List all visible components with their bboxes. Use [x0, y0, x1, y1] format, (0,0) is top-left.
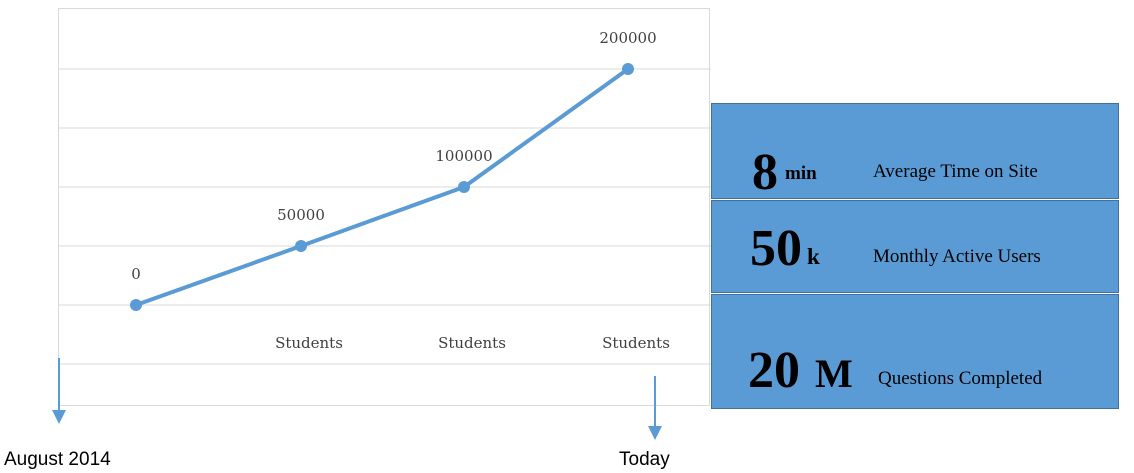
stats-panel: 8 min Average Time on Site 50 k Monthly … — [711, 103, 1119, 409]
data-point — [295, 240, 307, 252]
stat-unit: k — [807, 244, 820, 269]
stat-questions-completed: 20 M Questions Completed — [711, 294, 1119, 409]
start-arrow-head — [52, 410, 66, 424]
stat-value: 50 — [750, 220, 802, 277]
chart-svg: 0 50000 100000 200000 Students Students Studen… — [59, 29, 711, 365]
data-label: 50000 — [277, 206, 325, 224]
x-tick-label: Students — [275, 334, 343, 352]
stat-description: Questions Completed — [878, 368, 1043, 389]
series-line — [134, 67, 630, 307]
line-chart: 0 50000 100000 200000 Students Students Studen… — [58, 8, 711, 406]
timeline-end-label: Today — [619, 449, 670, 470]
end-arrow-head — [648, 426, 662, 440]
stat-unit: M — [815, 351, 853, 396]
timeline-start-label: August 2014 — [4, 449, 111, 470]
stat-value: 8 — [752, 144, 778, 201]
x-tick-label: Students — [438, 334, 506, 352]
stat-active-users: 50 k Monthly Active Users — [711, 200, 1119, 293]
data-point — [130, 299, 142, 311]
stat-description: Average Time on Site — [873, 161, 1038, 182]
data-label: 200000 — [599, 29, 656, 47]
data-label: 100000 — [435, 147, 492, 165]
data-point — [622, 63, 634, 75]
stat-time-on-site: 8 min Average Time on Site — [711, 103, 1119, 199]
data-point — [458, 181, 470, 193]
data-label: 0 — [131, 265, 141, 283]
stat-description: Monthly Active Users — [873, 246, 1041, 267]
stat-value: 20 — [748, 342, 800, 399]
stat-unit: min — [785, 163, 817, 184]
x-tick-label: Students — [602, 334, 670, 352]
